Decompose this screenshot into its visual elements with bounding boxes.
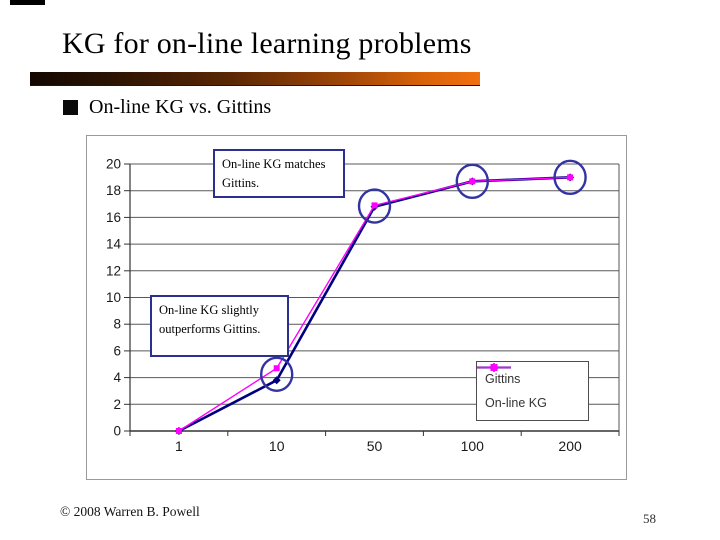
svg-text:12: 12 (106, 263, 121, 278)
bullet-square-icon (63, 100, 78, 115)
svg-text:100: 100 (461, 438, 485, 454)
slide-title: KG for on-line learning problems (62, 27, 472, 60)
series-on-line-kg (175, 174, 574, 434)
legend-item-gittins: Gittins (477, 363, 588, 386)
page-number: 58 (643, 511, 656, 526)
line-chart: 0 2 4 6 8 10 12 14 16 18 20 1 10 50 100 200 On-line KG … (86, 135, 627, 480)
y-axis: 0 2 4 6 8 10 12 14 16 18 20 (106, 157, 620, 439)
svg-text:0: 0 (113, 424, 121, 439)
svg-text:1: 1 (175, 438, 183, 454)
annotation-text-matches: On-line KG matches Gittins. (222, 157, 326, 190)
svg-text:2: 2 (113, 397, 121, 412)
annotation-box-matches: On-line KG matches Gittins. (213, 149, 345, 198)
bullet-item: On-line KG vs. Gittins (63, 96, 271, 119)
highlight-circles (259, 159, 587, 392)
slide-corner-mark (10, 0, 45, 5)
svg-text:6: 6 (113, 343, 121, 358)
svg-text:10: 10 (269, 438, 285, 454)
legend-item-online-kg: On-line KG (477, 364, 588, 410)
title-accent-bar (30, 72, 480, 86)
svg-text:14: 14 (106, 237, 122, 252)
annotation-text-outperforms: On-line KG slightly outperforms Gittins. (159, 303, 261, 336)
svg-text:16: 16 (106, 210, 121, 225)
legend-label-online-kg: On-line KG (485, 396, 547, 410)
svg-text:20: 20 (106, 157, 121, 172)
footer-copyright: © 2008 Warren B. Powell (60, 504, 200, 519)
svg-text:200: 200 (558, 438, 582, 454)
svg-text:18: 18 (106, 183, 121, 198)
svg-text:10: 10 (106, 290, 121, 305)
svg-text:4: 4 (113, 370, 121, 385)
x-axis: 1 10 50 100 200 (129, 431, 620, 454)
chart-legend: Gittins On-line KG (476, 361, 589, 421)
annotation-box-outperforms: On-line KG slightly outperforms Gittins. (150, 295, 289, 357)
legend-label-gittins: Gittins (485, 372, 521, 386)
svg-text:50: 50 (367, 438, 383, 454)
bullet-text: On-line KG vs. Gittins (89, 96, 272, 118)
svg-text:8: 8 (113, 317, 121, 332)
online-kg-line-marker-icon (477, 364, 511, 371)
